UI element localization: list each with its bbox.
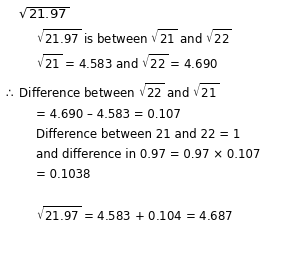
Text: = 0.1038: = 0.1038 [36, 168, 91, 181]
Text: and difference in 0.97 = 0.97 × 0.107: and difference in 0.97 = 0.97 × 0.107 [36, 148, 261, 161]
Text: $\sqrt{21.97}$ is between $\sqrt{21}$ and $\sqrt{22}$: $\sqrt{21.97}$ is between $\sqrt{21}$ an… [36, 28, 232, 47]
Text: $\sqrt{21.97}$ = 4.583 + 0.104 = 4.687: $\sqrt{21.97}$ = 4.583 + 0.104 = 4.687 [36, 205, 234, 224]
Text: $\sqrt{21.97}$: $\sqrt{21.97}$ [18, 7, 70, 22]
Text: = 4.690 – 4.583 = 0.107: = 4.690 – 4.583 = 0.107 [36, 108, 181, 122]
Text: $\therefore$ Difference between $\sqrt{22}$ and $\sqrt{21}$: $\therefore$ Difference between $\sqrt{2… [3, 83, 219, 102]
Text: Difference between 21 and 22 = 1: Difference between 21 and 22 = 1 [36, 128, 241, 141]
Text: $\sqrt{21}$ = 4.583 and $\sqrt{22}$ = 4.690: $\sqrt{21}$ = 4.583 and $\sqrt{22}$ = 4.… [36, 53, 218, 72]
